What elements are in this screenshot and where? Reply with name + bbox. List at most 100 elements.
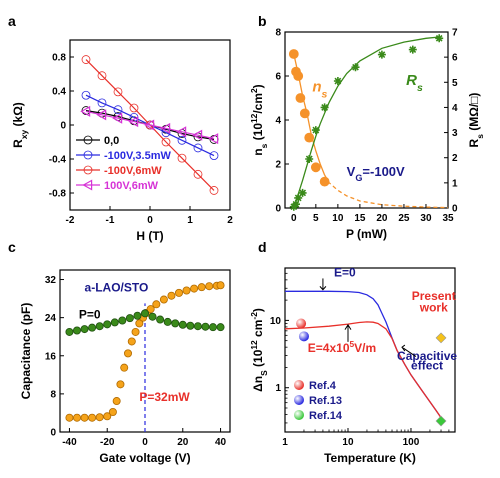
data-point-a bbox=[113, 87, 123, 97]
data-point-a bbox=[193, 169, 203, 179]
data-point-p32 bbox=[120, 363, 129, 372]
arrow-capacitive bbox=[402, 347, 417, 358]
x-axis-a-tick-label: -2 bbox=[66, 215, 75, 226]
data-point-p32 bbox=[190, 284, 199, 293]
data-point-rs bbox=[408, 45, 417, 54]
data-point-ns bbox=[310, 162, 321, 173]
data-point-rs bbox=[305, 154, 314, 164]
x-axis-a-tick-label: 2 bbox=[227, 215, 233, 226]
data-point-a bbox=[97, 98, 107, 108]
y-axis-title-b: ns (1012/cm2) bbox=[249, 84, 269, 155]
data-point-p32 bbox=[80, 413, 89, 422]
data-point-p32 bbox=[135, 319, 144, 328]
chart-panel-c: -40 -20 0 20 40 0 8 16 24 32 Gate voltage (V) Capac… bbox=[19, 269, 231, 465]
data-point-p0 bbox=[163, 317, 172, 326]
x-axis-title-c: Gate voltage (V) bbox=[99, 451, 190, 465]
data-point-p0 bbox=[148, 312, 157, 321]
data-point-a bbox=[160, 122, 171, 134]
y-axis-title-a: Rxy (kΩ) bbox=[11, 102, 29, 148]
annotation-work: work bbox=[419, 301, 448, 315]
data-point-a bbox=[80, 105, 91, 117]
data-point-p0 bbox=[73, 326, 82, 335]
chart-panel-d: 1 10 100 1 10 Temperature (K) ΔnS (1012 cm-2) E… bbox=[249, 265, 457, 465]
y-axis-a-tick-label: 0 bbox=[60, 121, 66, 132]
data-point-p32 bbox=[146, 305, 155, 314]
data-point-a bbox=[176, 126, 187, 138]
data-point-ns bbox=[295, 93, 306, 103]
data-point-p0 bbox=[193, 322, 202, 331]
legend-label-a: -100V,3.5mW bbox=[104, 150, 171, 162]
y-axis-title-c: Capacitance (pF) bbox=[19, 303, 33, 400]
y-axis-c-tick-label: 0 bbox=[50, 428, 56, 439]
data-point-a bbox=[81, 90, 91, 100]
data-point-a bbox=[112, 112, 123, 124]
series-line-a-3 bbox=[85, 110, 215, 140]
data-point-p0 bbox=[216, 323, 225, 332]
data-point-rs bbox=[435, 34, 444, 43]
legend-marker-d bbox=[294, 394, 304, 405]
x-axis-c-tick-label: -20 bbox=[100, 437, 115, 448]
arrowhead-e0 bbox=[319, 286, 327, 291]
panel-letter-d: d bbox=[258, 239, 267, 255]
y-axis-c-tick-label: 8 bbox=[50, 389, 56, 400]
legend-marker-a bbox=[83, 150, 93, 160]
data-point-ns bbox=[319, 176, 330, 187]
legend-marker-a bbox=[83, 165, 93, 175]
fit-line-ns-dashed bbox=[324, 174, 449, 209]
data-point-a bbox=[177, 153, 187, 163]
panel-letter-b: b bbox=[258, 13, 267, 29]
y-axis-a-tick-label: -0.4 bbox=[49, 155, 67, 166]
y-axis-c-tick-label: 16 bbox=[45, 351, 57, 362]
data-point-p0 bbox=[171, 319, 180, 328]
legend-label-a: 0,0 bbox=[104, 135, 119, 147]
data-point-p32 bbox=[159, 295, 168, 304]
annotation-p32: P=32mW bbox=[139, 390, 190, 404]
data-point-a bbox=[208, 133, 219, 145]
x-axis-c-tick-label: 20 bbox=[177, 437, 189, 448]
x-axis-d-tick-label: 100 bbox=[403, 437, 420, 448]
x-axis-b-tick-label: 35 bbox=[442, 213, 454, 224]
x-axis-b-tick-label: 15 bbox=[354, 213, 366, 224]
data-point-p0 bbox=[133, 311, 142, 320]
data-point-p32 bbox=[108, 407, 117, 416]
data-point-rs bbox=[291, 200, 301, 209]
x-axis-d-tick-label: 10 bbox=[342, 437, 354, 448]
data-point-p32 bbox=[65, 413, 74, 422]
data-point-a bbox=[192, 129, 203, 141]
x-axis-d-tick-label: 1 bbox=[282, 437, 288, 448]
x-axis-c-tick-label: 40 bbox=[215, 437, 227, 448]
x-axis-title-a: H (T) bbox=[136, 229, 163, 243]
data-point-a bbox=[209, 186, 219, 195]
data-point-d bbox=[298, 331, 309, 342]
legend-label-a: 100V,6mW bbox=[104, 180, 159, 192]
data-point-ns bbox=[304, 132, 315, 143]
x-axis-b-tick-label: 25 bbox=[398, 213, 410, 224]
data-point-a bbox=[177, 135, 187, 145]
series-line-d-1 bbox=[284, 321, 442, 418]
x-axis-title-d: Temperature (K) bbox=[324, 451, 416, 465]
y-axis-c-tick-label: 32 bbox=[45, 275, 57, 286]
data-point-p0 bbox=[88, 323, 97, 332]
x-axis-b-tick-label: 20 bbox=[376, 213, 388, 224]
chart-panel-a: -2 -1 0 1 2 -0.8 -0.4 0 0.4 0.8 H (T) Rxy (kΩ) 0,0 -1… bbox=[11, 39, 233, 243]
data-point-a bbox=[161, 137, 171, 147]
data-point-p32 bbox=[88, 413, 97, 422]
data-point-p32 bbox=[112, 397, 121, 406]
y2-axis-b-tick-label: 1 bbox=[452, 178, 458, 189]
data-point-p32 bbox=[182, 286, 191, 295]
data-point-rs bbox=[294, 193, 303, 202]
annotation-effect: effect bbox=[411, 359, 443, 373]
annotation-sample: a-LAO/STO bbox=[85, 280, 149, 294]
plot-frame-d bbox=[284, 267, 456, 433]
plot-frame-b bbox=[284, 31, 449, 209]
y2-axis-b-tick-label: 0 bbox=[452, 204, 458, 215]
y2-axis-b-tick-label: 6 bbox=[452, 53, 458, 64]
legend-marker-a bbox=[82, 179, 93, 191]
data-point-rs bbox=[333, 76, 342, 86]
data-point-p0 bbox=[118, 316, 127, 325]
data-point-p0 bbox=[201, 322, 210, 331]
data-point-a bbox=[81, 55, 91, 64]
data-point-p32 bbox=[73, 413, 82, 422]
y-axis-a-tick-label: 0.8 bbox=[52, 53, 66, 64]
